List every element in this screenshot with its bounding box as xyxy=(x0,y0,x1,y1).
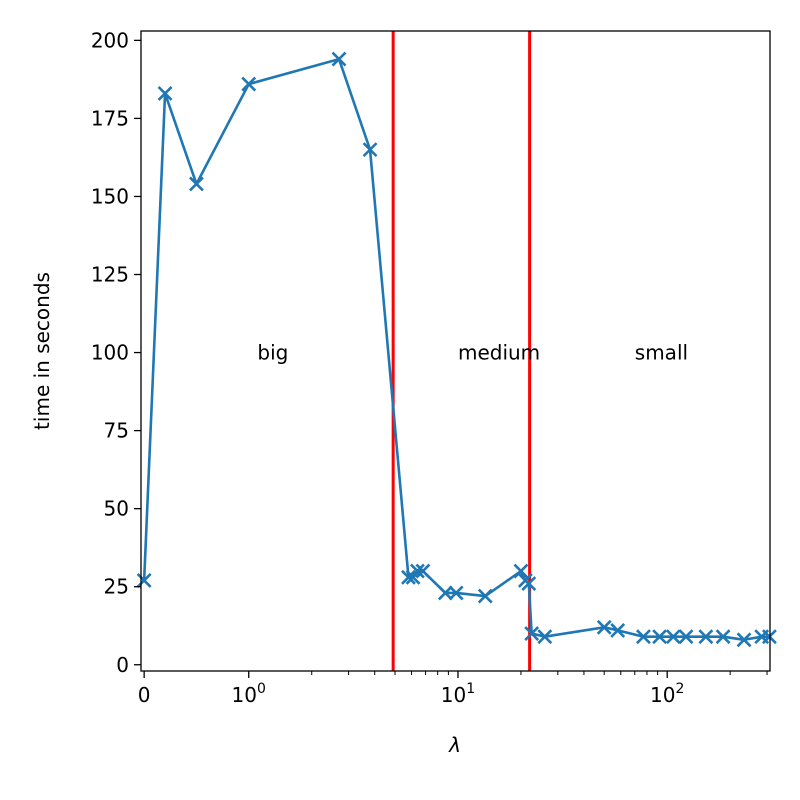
data-point-marker xyxy=(189,176,204,192)
data-point-marker xyxy=(437,585,453,601)
x-axis: 0 100 101 102 xyxy=(138,671,768,707)
y-tick-label: 50 xyxy=(104,497,129,521)
data-point-marker xyxy=(698,629,714,645)
y-tick-label: 25 xyxy=(104,575,129,599)
y-tick-label: 175 xyxy=(91,106,129,130)
x-tick-label: 102 xyxy=(650,681,684,707)
data-point-marker xyxy=(448,585,464,601)
region-label: big xyxy=(257,341,288,365)
data-point-marker xyxy=(157,86,173,101)
x-tick-label: 100 xyxy=(232,681,266,707)
data-point-marker xyxy=(405,569,421,585)
data-point-marker xyxy=(524,626,540,641)
y-tick-label: 200 xyxy=(91,28,129,52)
data-point-marker xyxy=(652,629,668,645)
axes-frame xyxy=(140,30,771,672)
y-tick-label: 0 xyxy=(116,653,129,677)
y-tick-label: 100 xyxy=(91,341,129,365)
data-point-marker xyxy=(736,632,752,648)
data-point-marker xyxy=(477,588,493,604)
x-tick-label: 101 xyxy=(441,681,475,707)
data-point-marker xyxy=(410,563,425,579)
region-label: medium xyxy=(458,341,540,365)
region-label: small xyxy=(635,341,688,365)
data-point-marker xyxy=(665,629,681,645)
data-point-marker xyxy=(401,569,416,585)
data-point-marker xyxy=(596,619,612,635)
plot-marks: big medium small xyxy=(136,31,777,671)
y-tick-label: 75 xyxy=(104,419,129,443)
y-tick-label: 125 xyxy=(91,263,129,287)
data-point-marker xyxy=(715,629,731,645)
data-point-marker xyxy=(521,576,537,592)
y-tick-label: 150 xyxy=(91,184,129,208)
x-axis-title: λ xyxy=(448,733,461,757)
data-point-marker xyxy=(331,51,347,67)
data-point-marker xyxy=(636,629,651,645)
y-axis: 0 25 50 75 100 125 150 175 200 xyxy=(91,28,141,677)
data-point-marker xyxy=(513,563,529,579)
data-point-marker xyxy=(537,629,553,645)
data-point-marker xyxy=(362,142,378,158)
data-point-marker xyxy=(415,563,431,579)
data-point-marker xyxy=(136,573,152,588)
x-tick-label: 0 xyxy=(138,683,151,707)
data-point-marker xyxy=(610,622,626,638)
data-point-marker xyxy=(678,629,694,645)
data-point-marker xyxy=(241,76,257,92)
y-axis-title: time in seconds xyxy=(30,272,54,430)
